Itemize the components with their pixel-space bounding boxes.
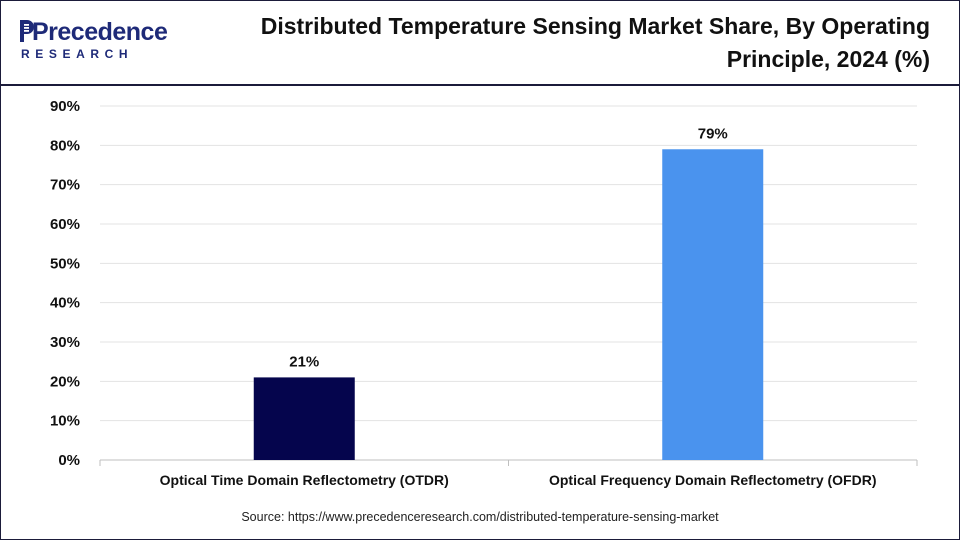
y-tick-label: 40% [50, 295, 80, 312]
bar [662, 149, 764, 460]
brand-subtitle: RESEARCH [21, 47, 134, 61]
y-tick-label: 0% [58, 452, 80, 469]
header-divider [0, 84, 960, 86]
source-note: Source: https://www.precedenceresearch.c… [241, 510, 719, 524]
data-label: 79% [698, 125, 728, 142]
y-tick-label: 60% [50, 216, 80, 233]
data-label: 21% [289, 353, 319, 370]
brand-logo: Precedence RESEARCH [18, 14, 168, 64]
brand-name: Precedence [32, 18, 168, 46]
y-tick-label: 30% [50, 334, 80, 351]
x-tick-label: Optical Frequency Domain Reflectometry (… [549, 472, 877, 488]
y-tick-label: 80% [50, 137, 80, 154]
chart-title: Distributed Temperature Sensing Market S… [260, 13, 930, 72]
y-tick-label: 70% [50, 177, 80, 194]
y-tick-label: 90% [50, 98, 80, 115]
y-tick-label: 50% [50, 255, 80, 272]
x-tick-label: Optical Time Domain Reflectometry (OTDR) [160, 472, 449, 488]
logo-mark-icon [20, 20, 34, 42]
y-tick-label: 20% [50, 373, 80, 390]
y-tick-label: 10% [50, 413, 80, 430]
bar [253, 377, 355, 460]
